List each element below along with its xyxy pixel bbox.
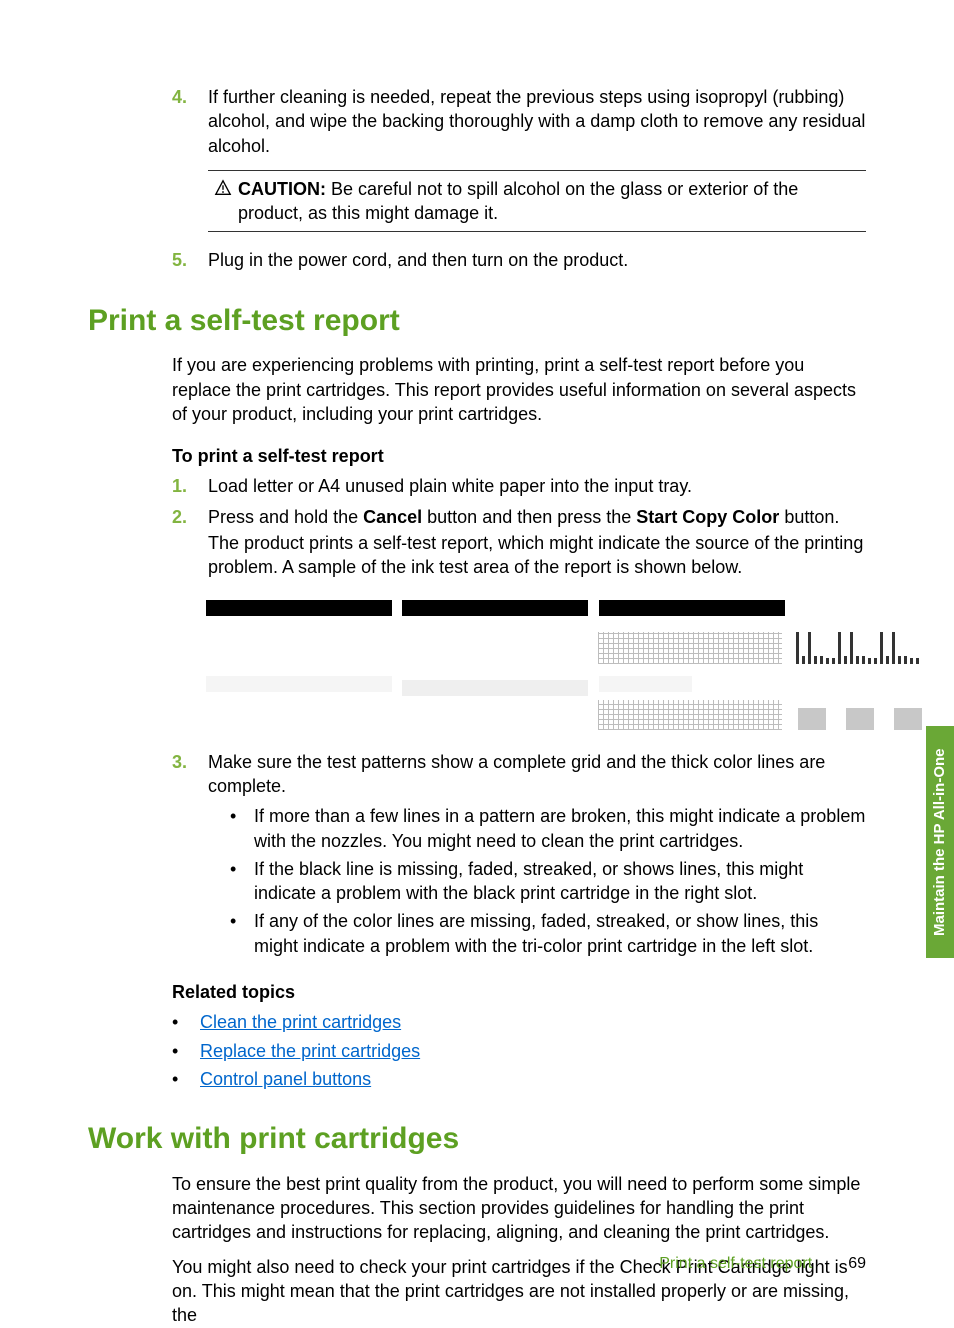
proc-step-2: Press and hold the Cancel button and the…	[208, 505, 866, 580]
proc-heading: To print a self-test report	[172, 444, 866, 468]
section1-intro: If you are experiencing problems with pr…	[172, 353, 866, 426]
proc-step-1: Load letter or A4 unused plain white pap…	[208, 474, 866, 498]
link-replace-cartridges[interactable]: Replace the print cartridges	[200, 1039, 420, 1063]
link-control-panel-buttons[interactable]: Control panel buttons	[200, 1067, 371, 1091]
bullet-icon: •	[230, 909, 254, 958]
step-5-text: Plug in the power cord, and then turn on…	[208, 248, 866, 272]
bullet-icon: •	[230, 804, 254, 853]
proc-step-num-2: 2.	[172, 505, 208, 580]
related-heading: Related topics	[172, 980, 866, 1004]
side-tab-chapter: Maintain the HP All-in-One	[926, 726, 954, 958]
bullet-1: If more than a few lines in a pattern ar…	[254, 804, 866, 853]
bullet-icon: •	[172, 1067, 200, 1091]
footer-section-title: Print a self-test report	[659, 1253, 812, 1275]
ink-test-sample-image	[206, 600, 832, 730]
bullet-icon: •	[172, 1039, 200, 1063]
bullet-3: If any of the color lines are missing, f…	[254, 909, 866, 958]
proc-step-num-1: 1.	[172, 474, 208, 498]
section2-p1: To ensure the best print quality from th…	[172, 1172, 866, 1245]
link-clean-cartridges[interactable]: Clean the print cartridges	[200, 1010, 401, 1034]
proc-step-3: Make sure the test patterns show a compl…	[208, 750, 866, 799]
caution-label: CAUTION:	[238, 179, 326, 199]
footer-page-number: 69	[848, 1253, 866, 1275]
heading-work-cartridges: Work with print cartridges	[88, 1119, 866, 1160]
caution-box: CAUTION: Be careful not to spill alcohol…	[208, 170, 866, 233]
bullet-icon: •	[172, 1010, 200, 1034]
proc-step-num-3: 3.	[172, 750, 208, 962]
step-4-text: If further cleaning is needed, repeat th…	[208, 85, 866, 158]
page-footer: Print a self-test report 69	[659, 1253, 866, 1275]
bullet-icon: •	[230, 857, 254, 906]
heading-self-test: Print a self-test report	[88, 301, 866, 342]
step-number-5: 5.	[172, 248, 208, 272]
bullet-2: If the black line is missing, faded, str…	[254, 857, 866, 906]
step-number-4: 4.	[172, 85, 208, 242]
caution-icon	[208, 177, 238, 226]
